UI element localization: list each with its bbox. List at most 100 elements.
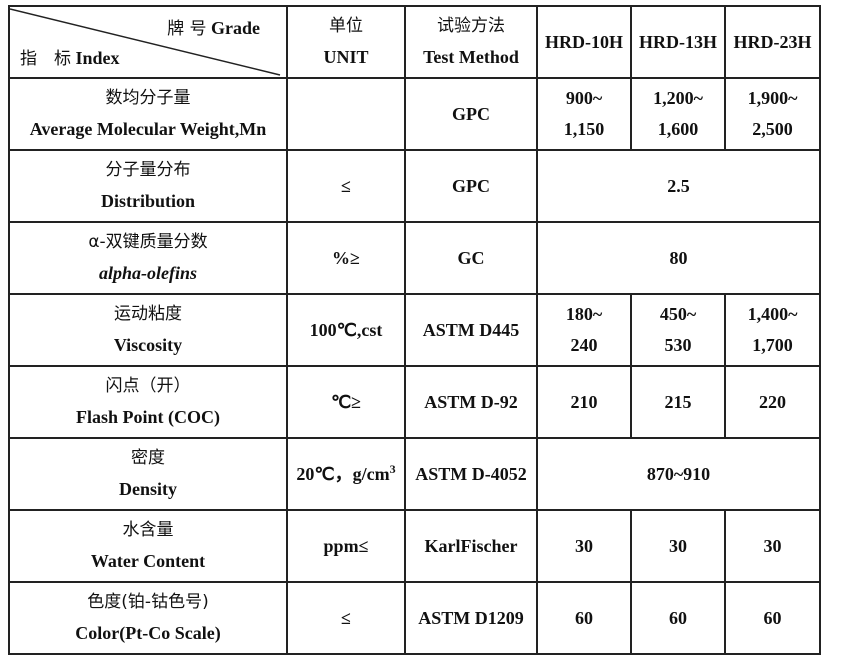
- unit-text: ≤: [341, 607, 351, 628]
- merged-value-cell: 80: [536, 221, 821, 295]
- value-cell: 60: [724, 581, 821, 655]
- value-line: 220: [759, 391, 786, 412]
- unit-cell: 100℃,cst: [286, 293, 406, 367]
- value-line: 1,900~: [747, 88, 798, 108]
- unit-text: ≤: [341, 175, 351, 196]
- value-cell: 215: [630, 365, 726, 439]
- method-cell: ASTM D-92: [404, 365, 538, 439]
- index-en: Density: [119, 479, 177, 499]
- value-cell: 30: [630, 509, 726, 583]
- index-en: Distribution: [100, 191, 196, 211]
- table-row: 色度(铂-钴色号) Color(Pt-Co Scale) ≤ ASTM D1209 60…: [8, 581, 821, 655]
- value-line: 1,600: [657, 119, 699, 139]
- unit-cell: ≤: [286, 149, 406, 223]
- table-row: 闪点（开） Flash Point (COC) ℃≥ ASTM D-92 210 215 2…: [8, 365, 821, 439]
- unit-cell: [286, 77, 406, 151]
- index-en: Water Content: [90, 551, 206, 571]
- index-cell: 水含量 Water Content: [8, 509, 288, 583]
- method-cell: GPC: [404, 149, 538, 223]
- value-cell: 30: [724, 509, 821, 583]
- value-cell: 220: [724, 365, 821, 439]
- index-en: Viscosity: [113, 335, 183, 355]
- table-row: 分子量分布 Distribution ≤ GPC 2.5: [8, 149, 821, 223]
- index-cell: α-双键质量分数 alpha-olefins: [8, 221, 288, 295]
- table-row: 数均分子量 Average Molecular Weight,Mn GPC 900~ 1…: [8, 77, 821, 151]
- value-line: 215: [664, 391, 692, 412]
- index-cell: 闪点（开） Flash Point (COC): [8, 365, 288, 439]
- header-grade-2: HRD-13H: [630, 5, 726, 79]
- header-unit: 单位 UNIT: [286, 5, 406, 79]
- value-line: 1,150: [563, 119, 605, 139]
- unit-text: ppm≤: [323, 535, 369, 556]
- table-row: 运动粘度 Viscosity 100℃,cst ASTM D445 180~ 240 450…: [8, 293, 821, 367]
- index-cell: 密度 Density: [8, 437, 288, 511]
- unit-text: 20℃，g/cm: [296, 463, 390, 484]
- method-cell: ASTM D-4052: [404, 437, 538, 511]
- index-zh: 水含量: [122, 520, 174, 540]
- spec-table: 牌 号 Grade 指 标 Index 单位 UNIT 试验方法 Test Meth…: [8, 5, 821, 655]
- index-en: Color(Pt-Co Scale): [75, 623, 221, 643]
- unit-cell: ppm≤: [286, 509, 406, 583]
- index-cell: 色度(铂-钴色号) Color(Pt-Co Scale): [8, 581, 288, 655]
- index-zh: 闪点（开）: [105, 376, 191, 396]
- unit-superscript: 3: [389, 461, 396, 476]
- method-cell: GC: [404, 221, 538, 295]
- header-index: 指 标 Index: [20, 48, 120, 69]
- value-cell: 60: [630, 581, 726, 655]
- header-method: 试验方法 Test Method: [404, 5, 538, 79]
- index-cell: 分子量分布 Distribution: [8, 149, 288, 223]
- value-line: 1,200~: [653, 88, 703, 108]
- value-line: 180~: [565, 304, 603, 324]
- unit-text: ℃≥: [330, 391, 362, 412]
- header-index-grade-cell: 牌 号 Grade 指 标 Index: [8, 5, 288, 79]
- index-zh: 分子量分布: [105, 160, 191, 180]
- value-line: 1,700: [752, 335, 793, 355]
- unit-cell: ≤: [286, 581, 406, 655]
- table-row: 水含量 Water Content ppm≤ KarlFischer 30 30 30: [8, 509, 821, 583]
- value-line: 2,500: [752, 119, 793, 139]
- value-cell: 1,400~ 1,700: [724, 293, 821, 367]
- value-line: 60: [763, 607, 782, 628]
- value-line: 30: [763, 535, 782, 556]
- index-en: Flash Point (COC): [76, 407, 220, 427]
- index-cell: 数均分子量 Average Molecular Weight,Mn: [8, 77, 288, 151]
- value-cell: 60: [536, 581, 632, 655]
- value-line: 30: [669, 535, 687, 556]
- header-grade-1: HRD-10H: [536, 5, 632, 79]
- index-zh: 色度(铂-钴色号): [87, 592, 209, 612]
- index-zh: 运动粘度: [114, 304, 182, 324]
- diagonal-divider: [11, 8, 281, 76]
- method-cell: GPC: [404, 77, 538, 151]
- value-cell: 1,200~ 1,600: [630, 77, 726, 151]
- value-cell: 1,900~ 2,500: [724, 77, 821, 151]
- index-cell: 运动粘度 Viscosity: [8, 293, 288, 367]
- unit-cell: %≥: [286, 221, 406, 295]
- value-line: 530: [664, 335, 692, 355]
- value-cell: 30: [536, 509, 632, 583]
- value-line: 1,400~: [747, 304, 798, 324]
- index-zh: α-双键质量分数: [88, 232, 208, 252]
- header-grade: 牌 号 Grade: [167, 18, 260, 39]
- method-cell: ASTM D445: [404, 293, 538, 367]
- value-line: 60: [669, 607, 687, 628]
- unit-text: %≥: [332, 247, 360, 268]
- value-cell: 900~ 1,150: [536, 77, 632, 151]
- index-zh: 数均分子量: [105, 88, 191, 108]
- header-grade-3: HRD-23H: [724, 5, 821, 79]
- value-line: 60: [575, 607, 593, 628]
- value-line: 30: [575, 535, 593, 556]
- table-row: α-双键质量分数 alpha-olefins %≥ GC 80: [8, 221, 821, 295]
- value-cell: 180~ 240: [536, 293, 632, 367]
- unit-text: 100℃,cst: [309, 319, 383, 340]
- index-en: Average Molecular Weight,Mn: [29, 119, 267, 139]
- unit-cell: ℃≥: [286, 365, 406, 439]
- value-cell: 450~ 530: [630, 293, 726, 367]
- index-zh: 密度: [131, 448, 165, 468]
- merged-value-cell: 2.5: [536, 149, 821, 223]
- value-cell: 210: [536, 365, 632, 439]
- method-cell: ASTM D1209: [404, 581, 538, 655]
- index-en: alpha-olefins: [98, 263, 197, 283]
- header-row: 牌 号 Grade 指 标 Index 单位 UNIT 试验方法 Test Meth…: [8, 5, 821, 79]
- value-line: 240: [570, 335, 598, 355]
- unit-cell: 20℃，g/cm3: [286, 437, 406, 511]
